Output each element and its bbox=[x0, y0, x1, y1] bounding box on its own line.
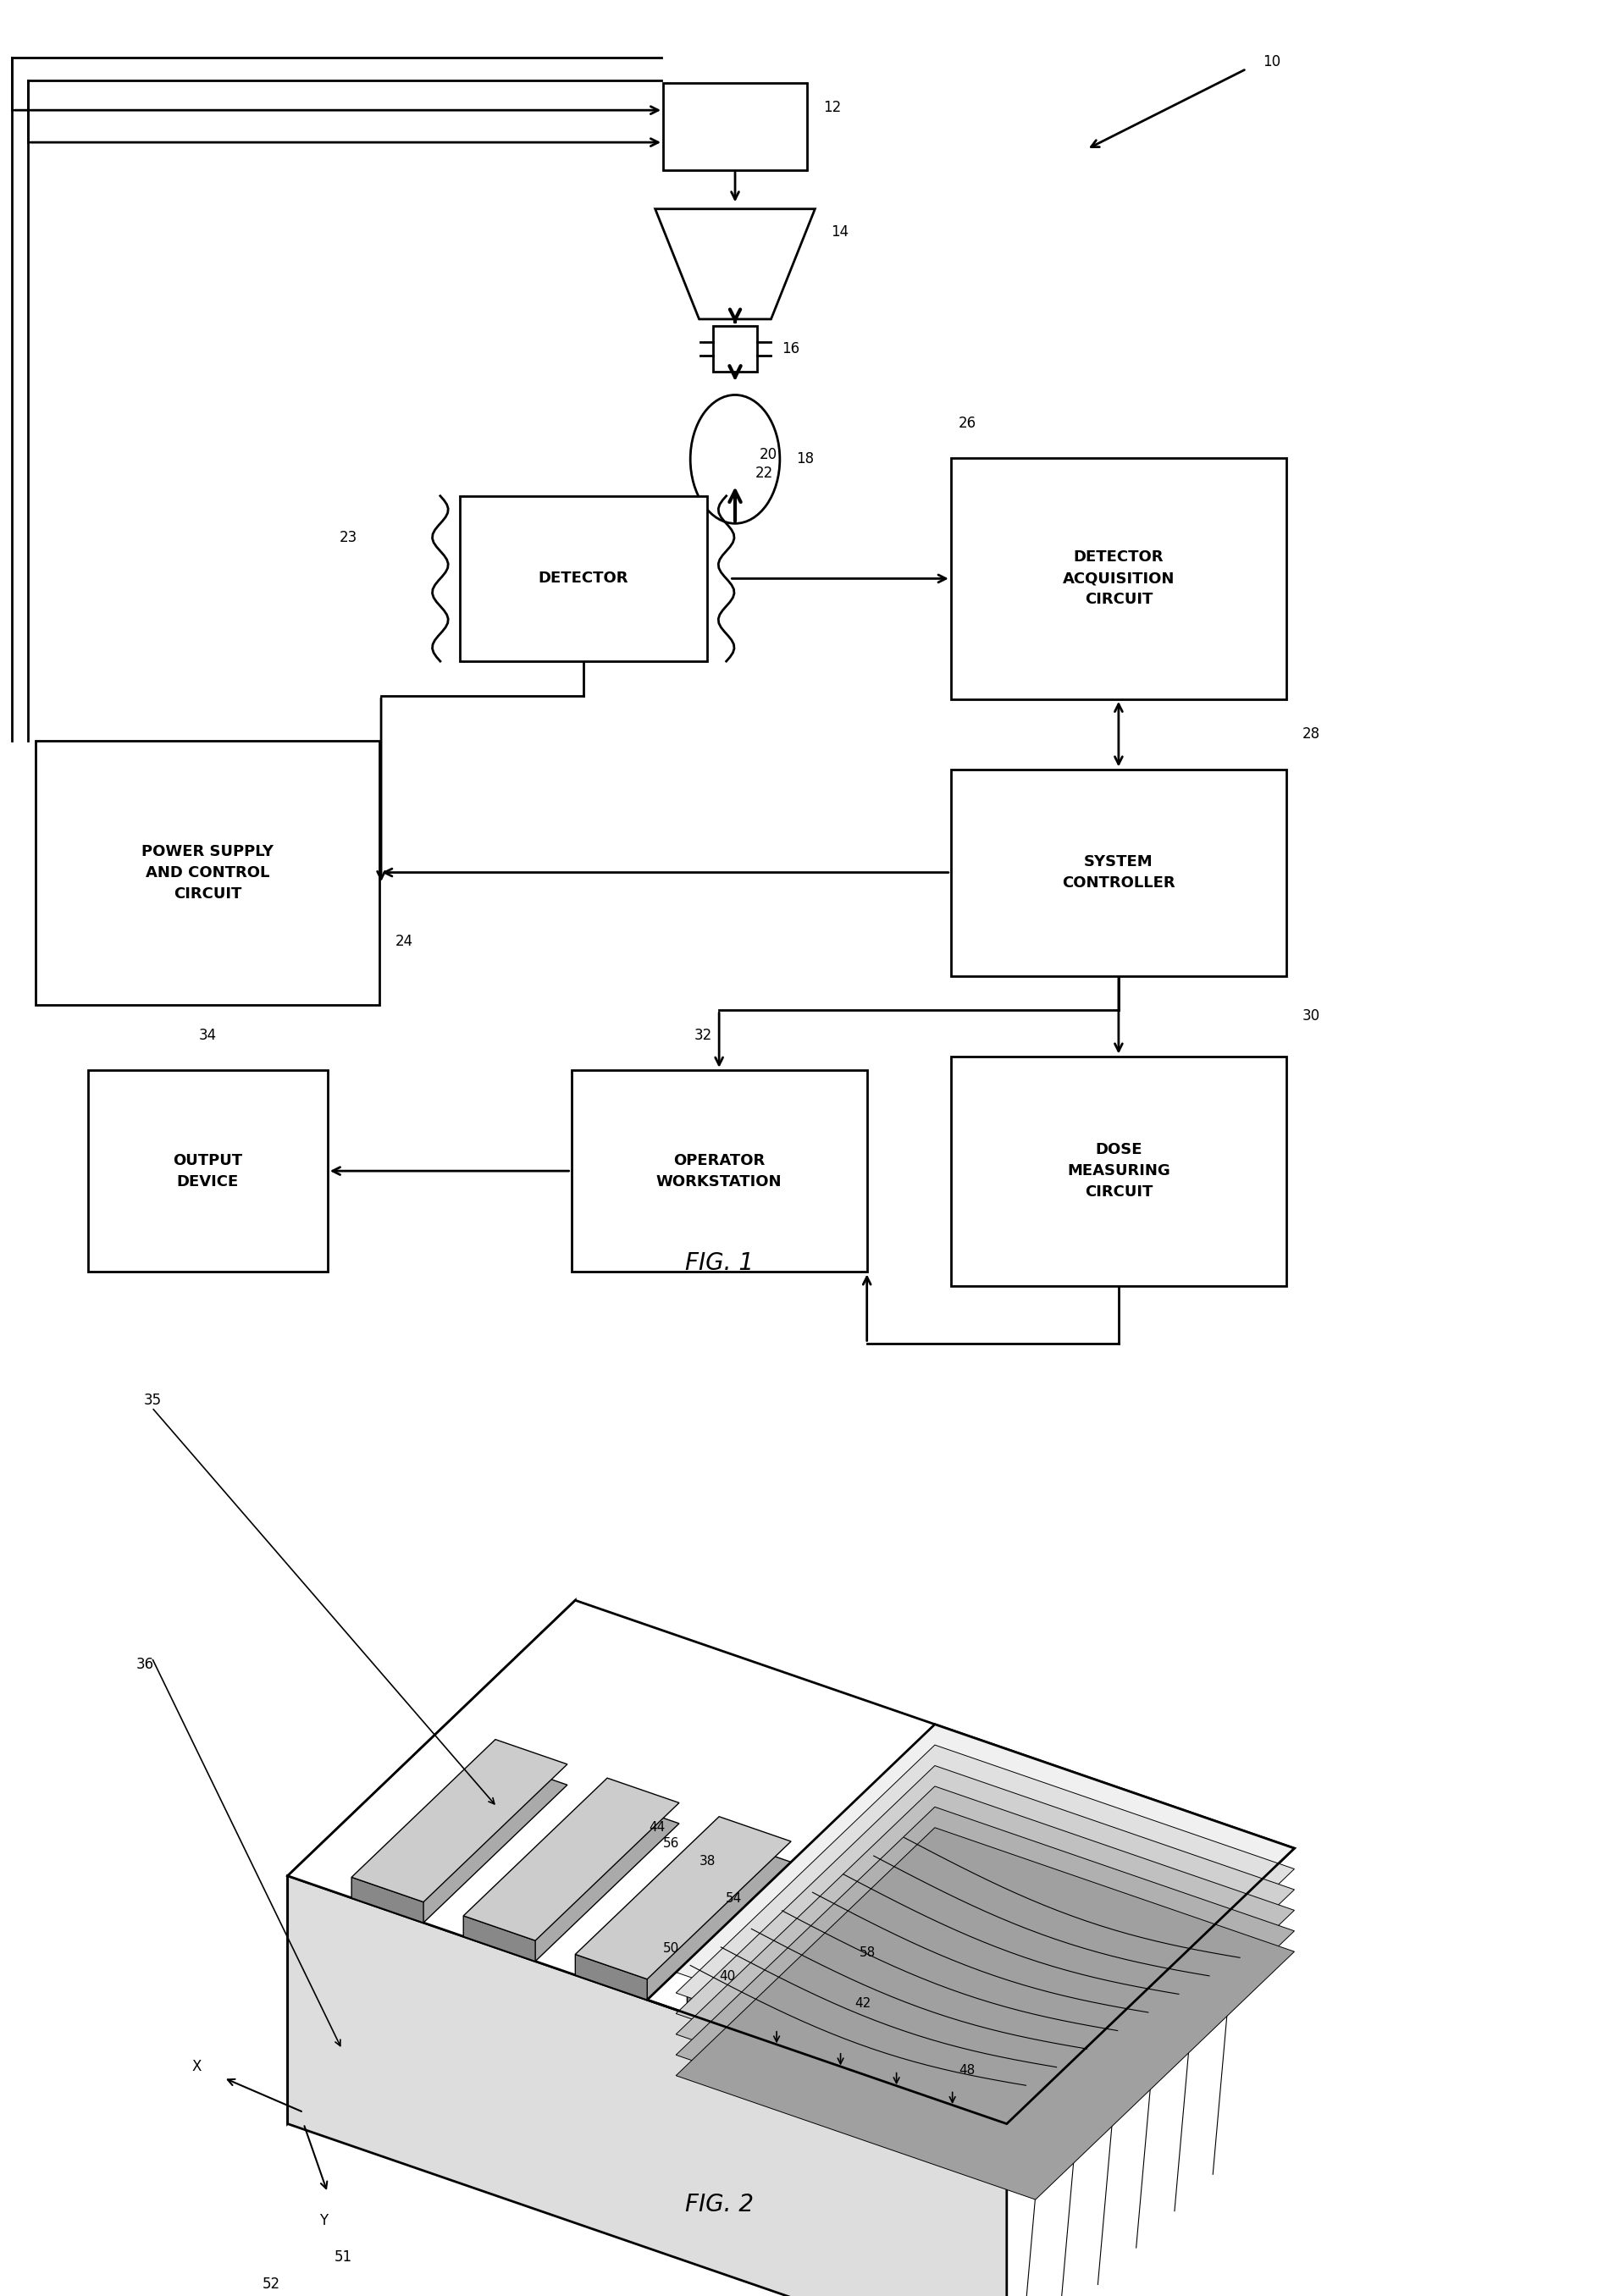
Polygon shape bbox=[352, 1878, 423, 1922]
Text: 40: 40 bbox=[719, 1970, 735, 1984]
Polygon shape bbox=[676, 1724, 1294, 2096]
Text: 56: 56 bbox=[663, 1837, 679, 1851]
Text: FIG. 2: FIG. 2 bbox=[686, 2193, 753, 2216]
FancyBboxPatch shape bbox=[663, 83, 807, 170]
Text: POWER SUPPLY
AND CONTROL
CIRCUIT: POWER SUPPLY AND CONTROL CIRCUIT bbox=[142, 843, 273, 902]
Polygon shape bbox=[687, 1876, 903, 2039]
Text: 36: 36 bbox=[136, 1658, 153, 1671]
Polygon shape bbox=[463, 1777, 679, 1940]
Polygon shape bbox=[575, 1816, 791, 1979]
Polygon shape bbox=[463, 1915, 535, 1961]
Text: OUTPUT
DEVICE: OUTPUT DEVICE bbox=[173, 1153, 243, 1189]
Polygon shape bbox=[676, 1786, 1294, 2158]
Polygon shape bbox=[352, 1761, 567, 1922]
Text: 12: 12 bbox=[823, 101, 841, 115]
FancyBboxPatch shape bbox=[460, 496, 708, 661]
Text: 20: 20 bbox=[759, 448, 777, 461]
Text: 23: 23 bbox=[339, 530, 358, 544]
Text: 18: 18 bbox=[796, 452, 813, 466]
Text: DOSE
MEASURING
CIRCUIT: DOSE MEASURING CIRCUIT bbox=[1067, 1141, 1170, 1201]
Polygon shape bbox=[288, 1600, 575, 2124]
Text: 34: 34 bbox=[198, 1029, 217, 1042]
FancyBboxPatch shape bbox=[572, 1070, 866, 1272]
Text: 24: 24 bbox=[396, 934, 414, 948]
Text: X: X bbox=[192, 2060, 201, 2073]
Text: OPERATOR
WORKSTATION: OPERATOR WORKSTATION bbox=[657, 1153, 781, 1189]
Text: FIG. 1: FIG. 1 bbox=[686, 1251, 753, 1274]
Text: 58: 58 bbox=[860, 1947, 876, 1958]
Text: 16: 16 bbox=[781, 342, 799, 356]
Polygon shape bbox=[655, 209, 815, 319]
Text: DETECTOR: DETECTOR bbox=[539, 572, 628, 585]
Polygon shape bbox=[463, 1798, 679, 1961]
Text: 48: 48 bbox=[959, 2064, 975, 2078]
Text: 51: 51 bbox=[334, 2250, 353, 2264]
Polygon shape bbox=[687, 1855, 903, 2018]
Text: 50: 50 bbox=[663, 1942, 679, 1954]
Text: 26: 26 bbox=[959, 416, 976, 432]
Text: SYSTEM
CONTROLLER: SYSTEM CONTROLLER bbox=[1063, 854, 1175, 891]
Text: 44: 44 bbox=[649, 1821, 665, 1835]
Polygon shape bbox=[676, 1745, 1294, 2117]
Text: 32: 32 bbox=[694, 1029, 713, 1042]
Polygon shape bbox=[676, 1766, 1294, 2138]
Text: 30: 30 bbox=[1302, 1008, 1320, 1024]
FancyBboxPatch shape bbox=[951, 769, 1286, 976]
Text: 52: 52 bbox=[262, 2278, 281, 2291]
Text: 42: 42 bbox=[855, 1998, 871, 2009]
Text: 54: 54 bbox=[725, 1892, 741, 1906]
FancyBboxPatch shape bbox=[951, 459, 1286, 698]
Polygon shape bbox=[352, 1740, 567, 1901]
Text: 10: 10 bbox=[1262, 55, 1280, 69]
Polygon shape bbox=[687, 1993, 759, 2039]
Text: 35: 35 bbox=[144, 1394, 161, 1407]
FancyBboxPatch shape bbox=[88, 1070, 328, 1272]
Polygon shape bbox=[676, 1807, 1294, 2179]
Polygon shape bbox=[575, 1837, 791, 2000]
FancyBboxPatch shape bbox=[37, 739, 380, 1006]
Polygon shape bbox=[288, 1876, 1007, 2296]
Text: 38: 38 bbox=[700, 1855, 716, 1867]
Text: Y: Y bbox=[320, 2213, 328, 2227]
Text: 22: 22 bbox=[756, 466, 773, 480]
Polygon shape bbox=[288, 1600, 1294, 2124]
FancyBboxPatch shape bbox=[951, 1056, 1286, 1286]
Text: DETECTOR
ACQUISITION
CIRCUIT: DETECTOR ACQUISITION CIRCUIT bbox=[1063, 549, 1175, 608]
Polygon shape bbox=[575, 1954, 647, 2000]
Polygon shape bbox=[676, 1828, 1294, 2200]
Text: 28: 28 bbox=[1302, 726, 1320, 742]
Text: 14: 14 bbox=[831, 225, 849, 239]
Bar bbox=[713, 326, 757, 372]
